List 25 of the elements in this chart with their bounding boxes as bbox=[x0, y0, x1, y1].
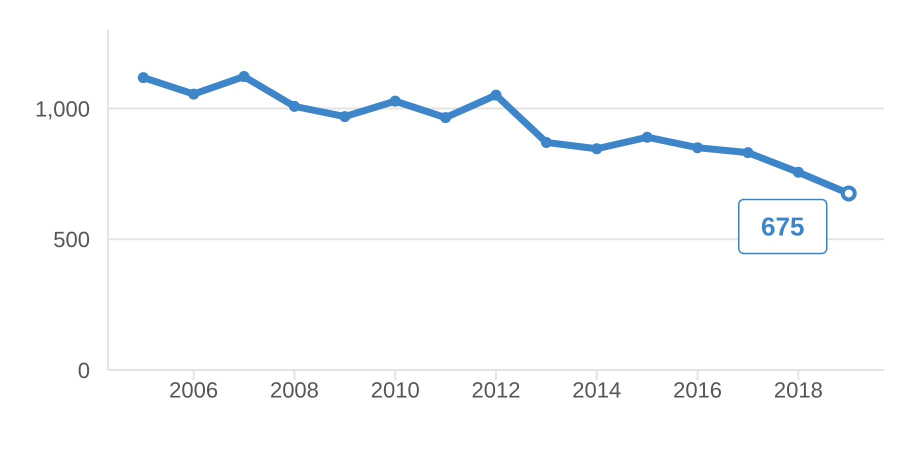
point bbox=[540, 136, 552, 148]
x-tick-label: 2012 bbox=[472, 378, 520, 403]
data-label: 675 bbox=[761, 211, 804, 242]
point bbox=[138, 72, 149, 84]
point bbox=[490, 90, 502, 101]
point bbox=[288, 100, 300, 112]
point bbox=[238, 71, 250, 82]
x-tick-label: 2006 bbox=[169, 378, 218, 403]
y-tick-label: 1,000 bbox=[34, 96, 90, 122]
point bbox=[591, 143, 602, 154]
x-tick-label: 2018 bbox=[774, 378, 823, 403]
y-tick-label: 0 bbox=[78, 358, 90, 383]
x-tick-label: 2008 bbox=[270, 378, 319, 403]
point bbox=[642, 132, 653, 143]
point bbox=[390, 96, 401, 107]
point bbox=[188, 88, 200, 100]
x-tick-label: 2010 bbox=[370, 378, 420, 403]
y-tick-label: 500 bbox=[53, 227, 90, 252]
point bbox=[692, 142, 704, 154]
point bbox=[339, 111, 350, 122]
point bbox=[792, 166, 804, 178]
point bbox=[742, 147, 754, 158]
x-tick-label: 2016 bbox=[673, 378, 722, 403]
x-tick-label: 2014 bbox=[572, 378, 622, 403]
point bbox=[440, 112, 452, 124]
